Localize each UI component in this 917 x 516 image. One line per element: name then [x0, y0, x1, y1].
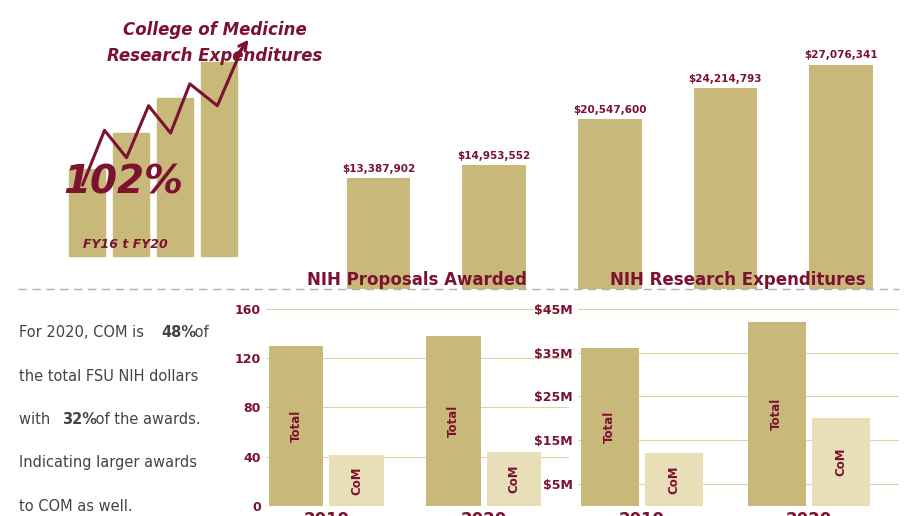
- Text: CoM: CoM: [350, 466, 363, 495]
- Text: Total: Total: [447, 405, 460, 437]
- Text: $14,953,552: $14,953,552: [458, 151, 531, 161]
- Text: FY20: FY20: [824, 301, 857, 314]
- Text: of the awards.: of the awards.: [91, 412, 201, 427]
- Bar: [347, 178, 411, 289]
- Text: College of Medicine: College of Medicine: [123, 21, 306, 39]
- Bar: [487, 452, 541, 506]
- Text: FY16 t FY20: FY16 t FY20: [83, 238, 167, 251]
- Bar: [157, 98, 193, 256]
- Text: CoM: CoM: [834, 448, 847, 476]
- Text: For 2020, COM is: For 2020, COM is: [19, 325, 149, 340]
- Bar: [69, 169, 105, 256]
- Title: NIH Research Expenditures: NIH Research Expenditures: [611, 271, 866, 289]
- Title: NIH Proposals Awarded: NIH Proposals Awarded: [307, 271, 527, 289]
- Text: CoM: CoM: [508, 464, 521, 493]
- Text: $24,214,793: $24,214,793: [689, 74, 762, 84]
- Bar: [748, 322, 805, 506]
- Text: FY16: FY16: [362, 301, 395, 314]
- Bar: [329, 455, 384, 506]
- Text: Total: Total: [603, 411, 616, 443]
- Bar: [578, 119, 642, 289]
- Bar: [113, 133, 149, 256]
- Text: FY18: FY18: [593, 301, 626, 314]
- Bar: [269, 346, 324, 506]
- Text: the total FSU NIH dollars: the total FSU NIH dollars: [19, 368, 198, 383]
- Text: Indicating larger awards: Indicating larger awards: [19, 455, 197, 470]
- Bar: [646, 453, 703, 506]
- Text: FY19: FY19: [709, 301, 742, 314]
- Bar: [462, 165, 526, 289]
- Text: of: of: [190, 325, 208, 340]
- Text: Research Expenditures: Research Expenditures: [107, 47, 322, 65]
- Text: Total: Total: [290, 410, 303, 442]
- Bar: [812, 418, 869, 506]
- Bar: [693, 88, 757, 289]
- Text: with: with: [19, 412, 55, 427]
- Text: Total: Total: [770, 398, 783, 430]
- Text: 48%: 48%: [161, 325, 196, 340]
- Text: $13,387,902: $13,387,902: [342, 164, 415, 174]
- Bar: [426, 336, 481, 506]
- Text: 32%: 32%: [62, 412, 97, 427]
- Text: $27,076,341: $27,076,341: [804, 51, 878, 60]
- Text: $20,547,600: $20,547,600: [573, 105, 646, 115]
- Bar: [581, 348, 639, 506]
- Text: to COM as well.: to COM as well.: [19, 498, 133, 513]
- Bar: [201, 62, 237, 256]
- Text: CoM: CoM: [668, 465, 680, 494]
- Text: FY17: FY17: [478, 301, 511, 314]
- Bar: [809, 64, 873, 289]
- Text: 102%: 102%: [63, 163, 183, 201]
